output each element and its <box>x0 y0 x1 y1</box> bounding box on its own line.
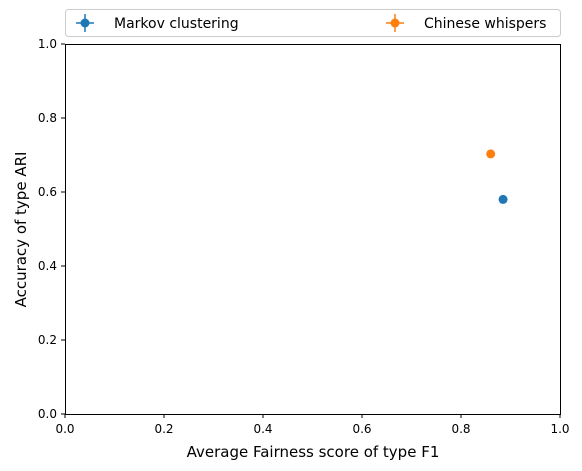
y-tick-label: 1.0 <box>38 37 57 51</box>
legend-marker <box>390 18 400 28</box>
y-tick-label: 0.2 <box>38 333 57 347</box>
data-points <box>486 149 508 204</box>
x-tick-label: 0.8 <box>451 422 470 436</box>
legend-label: Markov clustering <box>114 16 239 32</box>
y-axis: 0.0 0.2 0.4 0.6 0.8 1.0 <box>38 37 65 421</box>
y-tick-label: 0.8 <box>38 111 57 125</box>
y-axis-label: Accuracy of type ARI <box>12 152 30 308</box>
x-tick-label: 0.2 <box>154 422 173 436</box>
x-tick-label: 0.4 <box>253 422 272 436</box>
x-tick-label: 1.0 <box>550 422 569 436</box>
legend: Markov clustering Chinese whispers <box>65 9 561 37</box>
y-tick-label: 0.6 <box>38 185 57 199</box>
legend-entry: Chinese whispers <box>386 14 546 32</box>
x-axis-label: Average Fairness score of type F1 <box>187 443 440 461</box>
x-tick-label: 0.6 <box>352 422 371 436</box>
y-tick-label: 0.0 <box>38 407 57 421</box>
legend-label: Chinese whispers <box>424 16 546 32</box>
y-tick-label: 0.4 <box>38 259 57 273</box>
legend-entry: Markov clustering <box>76 14 239 32</box>
legend-marker <box>80 18 90 28</box>
x-tick-label: 0.0 <box>55 422 74 436</box>
x-axis: 0.0 0.2 0.4 0.6 0.8 1.0 <box>55 414 570 436</box>
plot-frame <box>65 44 561 415</box>
plot-area: 0.0 0.2 0.4 0.6 0.8 1.0 0.0 0.2 0.4 0.6 0.8 1.0 <box>38 37 570 436</box>
data-point-markov-clustering <box>498 194 508 204</box>
data-point-chinese-whispers <box>486 149 496 159</box>
legend-frame <box>65 9 561 37</box>
